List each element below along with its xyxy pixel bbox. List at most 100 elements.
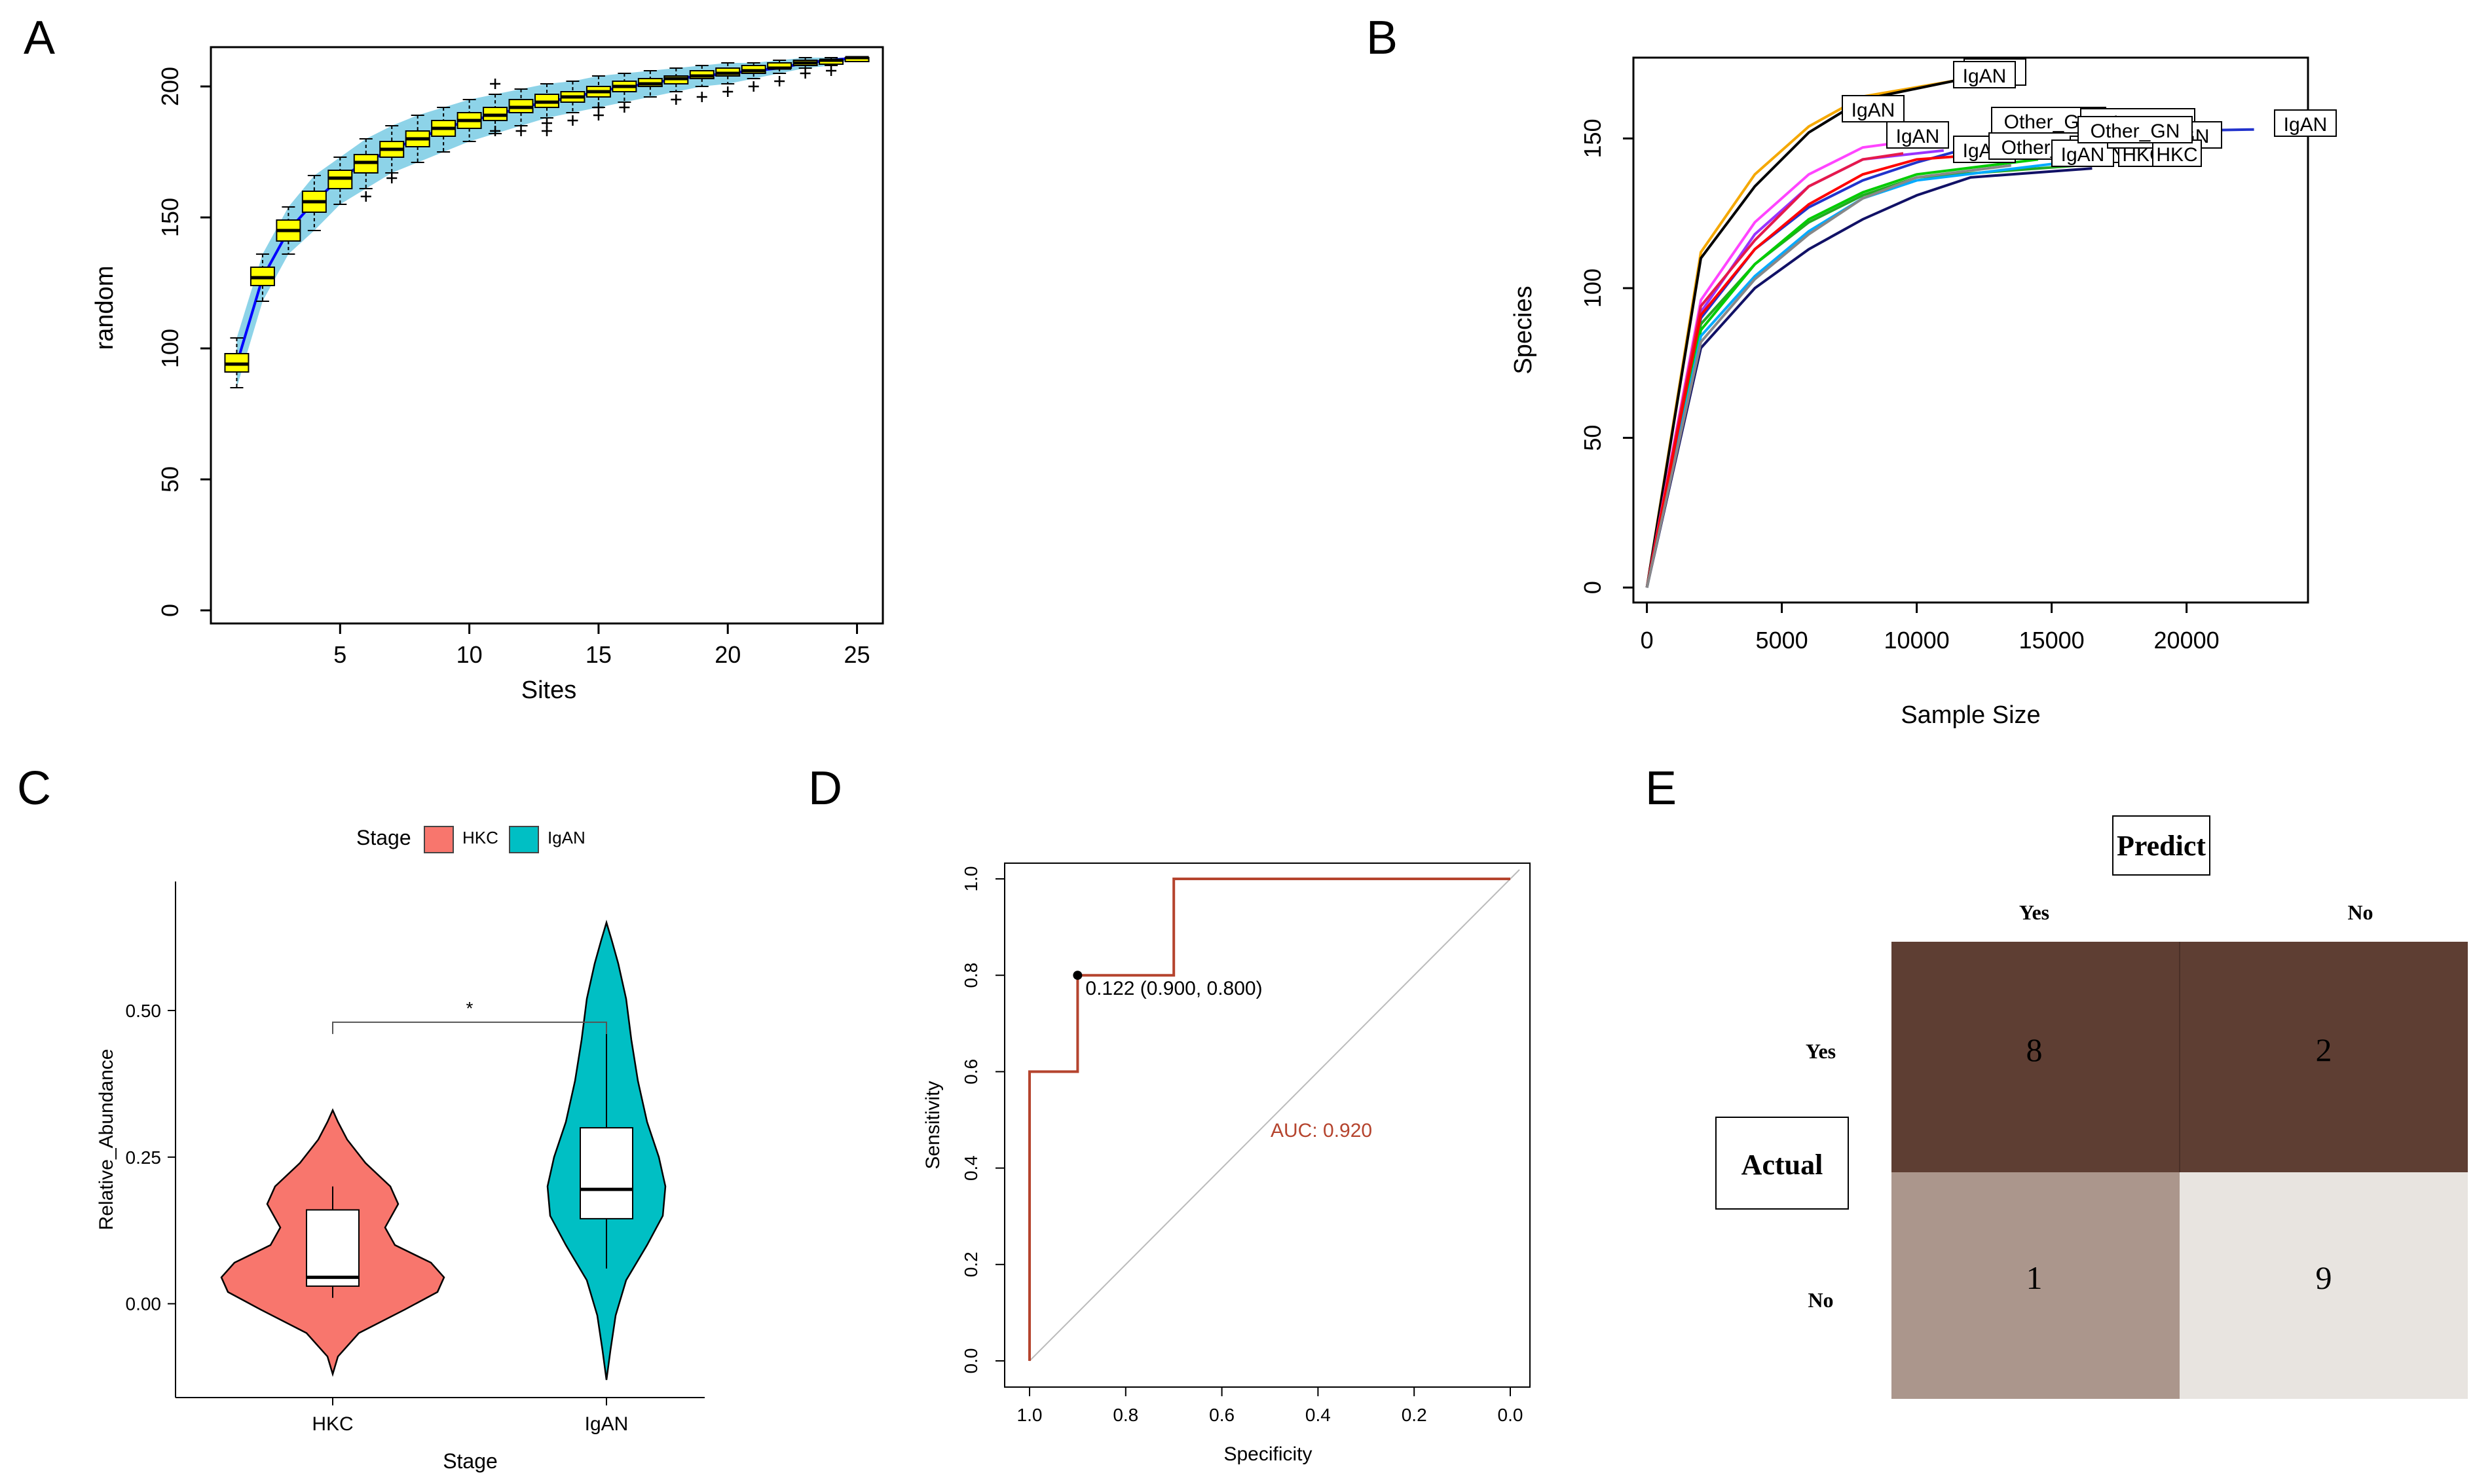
outlier-17 bbox=[386, 173, 398, 183]
panel-c-x-label: Stage bbox=[443, 1449, 498, 1473]
panel-e-value-no-yes: 1 bbox=[2026, 1259, 2043, 1296]
y-tick-label-0: 0 bbox=[157, 604, 183, 617]
panel-d: 0.122 (0.900, 0.800) AUC: 0.920 1.0 0.8 0.… bbox=[922, 863, 1531, 1465]
panel-c-legend-swatch-igan bbox=[509, 826, 539, 853]
panel-d-x-ticks: 1.0 0.8 0.6 0.4 0.2 0.0 bbox=[1017, 1387, 1523, 1425]
panel-e: Predict Actual Yes No Yes No 8 2 1 9 bbox=[1715, 815, 2468, 1399]
y-tick-label-50: 50 bbox=[157, 466, 183, 492]
panel-e-cell-yes-yes bbox=[1891, 942, 2180, 1172]
y-tick-label-0: 0 bbox=[1579, 581, 1606, 594]
outlier-10 bbox=[671, 94, 682, 105]
outlier-1 bbox=[490, 79, 501, 89]
y-tick-label-2: 0.50 bbox=[126, 1001, 162, 1021]
outlier-13 bbox=[748, 81, 759, 92]
x-tick-label-3: 0.4 bbox=[1305, 1405, 1331, 1425]
violin-box-hkc bbox=[306, 1209, 360, 1287]
panel-label-e: E bbox=[1645, 762, 1677, 815]
x-tick-label-4: 0.2 bbox=[1402, 1405, 1427, 1425]
panel-b-frame bbox=[1632, 56, 2309, 604]
panel-b-x-label: Sample Size bbox=[1901, 701, 2040, 729]
panel-c-violins bbox=[220, 919, 667, 1381]
series-line-10 bbox=[1645, 152, 1998, 588]
annotation-box-14 bbox=[2152, 139, 2202, 167]
panel-a-y-ticks: 0 50 100 150 200 bbox=[157, 67, 211, 617]
series-line-6 bbox=[1645, 152, 1904, 588]
x-tick-label-15000: 15000 bbox=[2019, 627, 2085, 654]
panel-b: IgANIgANIgANIgANOther_GNIgANOther_GNIgAN… bbox=[1510, 56, 2337, 729]
panel-b-y-label: Species bbox=[1510, 286, 1537, 374]
panel-e-value-no-no: 9 bbox=[2316, 1259, 2332, 1296]
outlier-2 bbox=[490, 126, 501, 136]
y-tick-label-100: 100 bbox=[157, 329, 183, 368]
annotation-label-14: HKC bbox=[2156, 144, 2197, 166]
violin-box-igan bbox=[580, 1127, 633, 1219]
panel-label-c: C bbox=[17, 762, 51, 815]
panel-c-legend-title: Stage bbox=[356, 826, 411, 849]
outlier-15 bbox=[800, 68, 811, 79]
panel-d-best-label: 0.122 (0.900, 0.800) bbox=[1085, 978, 1262, 999]
panel-b-x-ticks: 0 5000 10000 15000 20000 bbox=[1641, 603, 2220, 654]
panel-d-x-label: Specificity bbox=[1223, 1443, 1312, 1465]
x-tick-label-20000: 20000 bbox=[2154, 627, 2220, 654]
y-tick-label-5: 1.0 bbox=[961, 866, 981, 892]
panel-a-y-label: random bbox=[91, 266, 119, 350]
significance-star: * bbox=[466, 998, 474, 1018]
panel-a-outliers bbox=[360, 65, 837, 202]
y-tick-label-0: 0.0 bbox=[961, 1348, 981, 1374]
y-tick-label-50: 50 bbox=[1579, 425, 1606, 451]
x-tick-label-2: 0.6 bbox=[1209, 1405, 1235, 1425]
series-line-9 bbox=[1645, 161, 2066, 588]
annotation-label-2: IgAN bbox=[1852, 100, 1895, 121]
panel-e-value-yes-yes: 8 bbox=[2026, 1031, 2043, 1068]
annotation-box-13 bbox=[2274, 109, 2337, 137]
annotation-label-13: IgAN bbox=[2284, 114, 2328, 136]
y-tick-label-1: 0.2 bbox=[961, 1252, 981, 1277]
significance-bracket bbox=[332, 1021, 607, 1034]
panel-b-y-ticks: 0 50 100 150 bbox=[1579, 119, 1633, 594]
panel-e-title-box bbox=[2112, 815, 2210, 876]
outlier-9 bbox=[619, 102, 630, 113]
y-tick-label-1: 0.25 bbox=[126, 1147, 162, 1168]
panel-d-y-ticks: 0.0 0.2 0.4 0.6 0.8 1.0 bbox=[961, 866, 1005, 1374]
panel-c: Stage HKC IgAN 0.00 0.25 0.50 HKC IgAN * St… bbox=[96, 826, 705, 1473]
outlier-8 bbox=[593, 102, 604, 113]
panel-a-x-label: Sites bbox=[521, 677, 576, 704]
panel-e-title: Predict bbox=[2117, 830, 2206, 862]
x-tick-label-25: 25 bbox=[844, 641, 870, 668]
panel-c-legend-label-hkc: HKC bbox=[462, 828, 498, 847]
panel-a: 5 10 15 20 25 0 50 100 150 200 Sites random bbox=[91, 46, 884, 704]
annotation-box-11 bbox=[2051, 139, 2114, 167]
series-line-12 bbox=[1645, 164, 2012, 588]
series-line-7 bbox=[1645, 164, 2079, 588]
panel-e-cell-no-yes bbox=[1891, 1172, 2180, 1399]
panel-c-legend-label-igan: IgAN bbox=[548, 828, 586, 847]
panel-c-significance: * bbox=[332, 998, 607, 1034]
panel-e-row-title: Actual bbox=[1741, 1149, 1823, 1181]
y-tick-label-150: 150 bbox=[157, 198, 183, 237]
panel-e-cell-yes-no bbox=[2180, 942, 2468, 1172]
panel-d-frame bbox=[1004, 863, 1531, 1388]
x-tick-label-0: 1.0 bbox=[1017, 1405, 1043, 1425]
panel-d-diagonal bbox=[1029, 869, 1520, 1362]
panel-e-cell-no-no bbox=[2180, 1172, 2468, 1399]
y-tick-label-200: 200 bbox=[157, 67, 183, 106]
outlier-5 bbox=[542, 118, 552, 128]
x-tick-label-15: 15 bbox=[586, 641, 612, 668]
outlier-3 bbox=[515, 126, 527, 136]
panel-e-col-label-no: No bbox=[2347, 900, 2373, 924]
outlier-18 bbox=[360, 191, 371, 202]
panel-a-x-ticks: 5 10 15 20 25 bbox=[333, 623, 870, 668]
panel-e-row-label-yes: Yes bbox=[1806, 1039, 1836, 1063]
x-tick-label-5000: 5000 bbox=[1756, 627, 1808, 654]
panel-label-a: A bbox=[24, 12, 55, 64]
panel-label-b: B bbox=[1366, 12, 1398, 64]
x-tick-label-10000: 10000 bbox=[1884, 627, 1950, 654]
annotation-box-15 bbox=[2077, 116, 2193, 143]
panel-c-x-ticks: HKC IgAN bbox=[312, 1398, 628, 1435]
panel-e-row-title-box bbox=[1715, 1117, 1849, 1210]
panel-e-row-label-no: No bbox=[1808, 1288, 1833, 1312]
y-tick-label-3: 0.6 bbox=[961, 1059, 981, 1085]
outlier-12 bbox=[722, 86, 734, 97]
panel-d-y-label: Sensitivity bbox=[922, 1081, 944, 1169]
